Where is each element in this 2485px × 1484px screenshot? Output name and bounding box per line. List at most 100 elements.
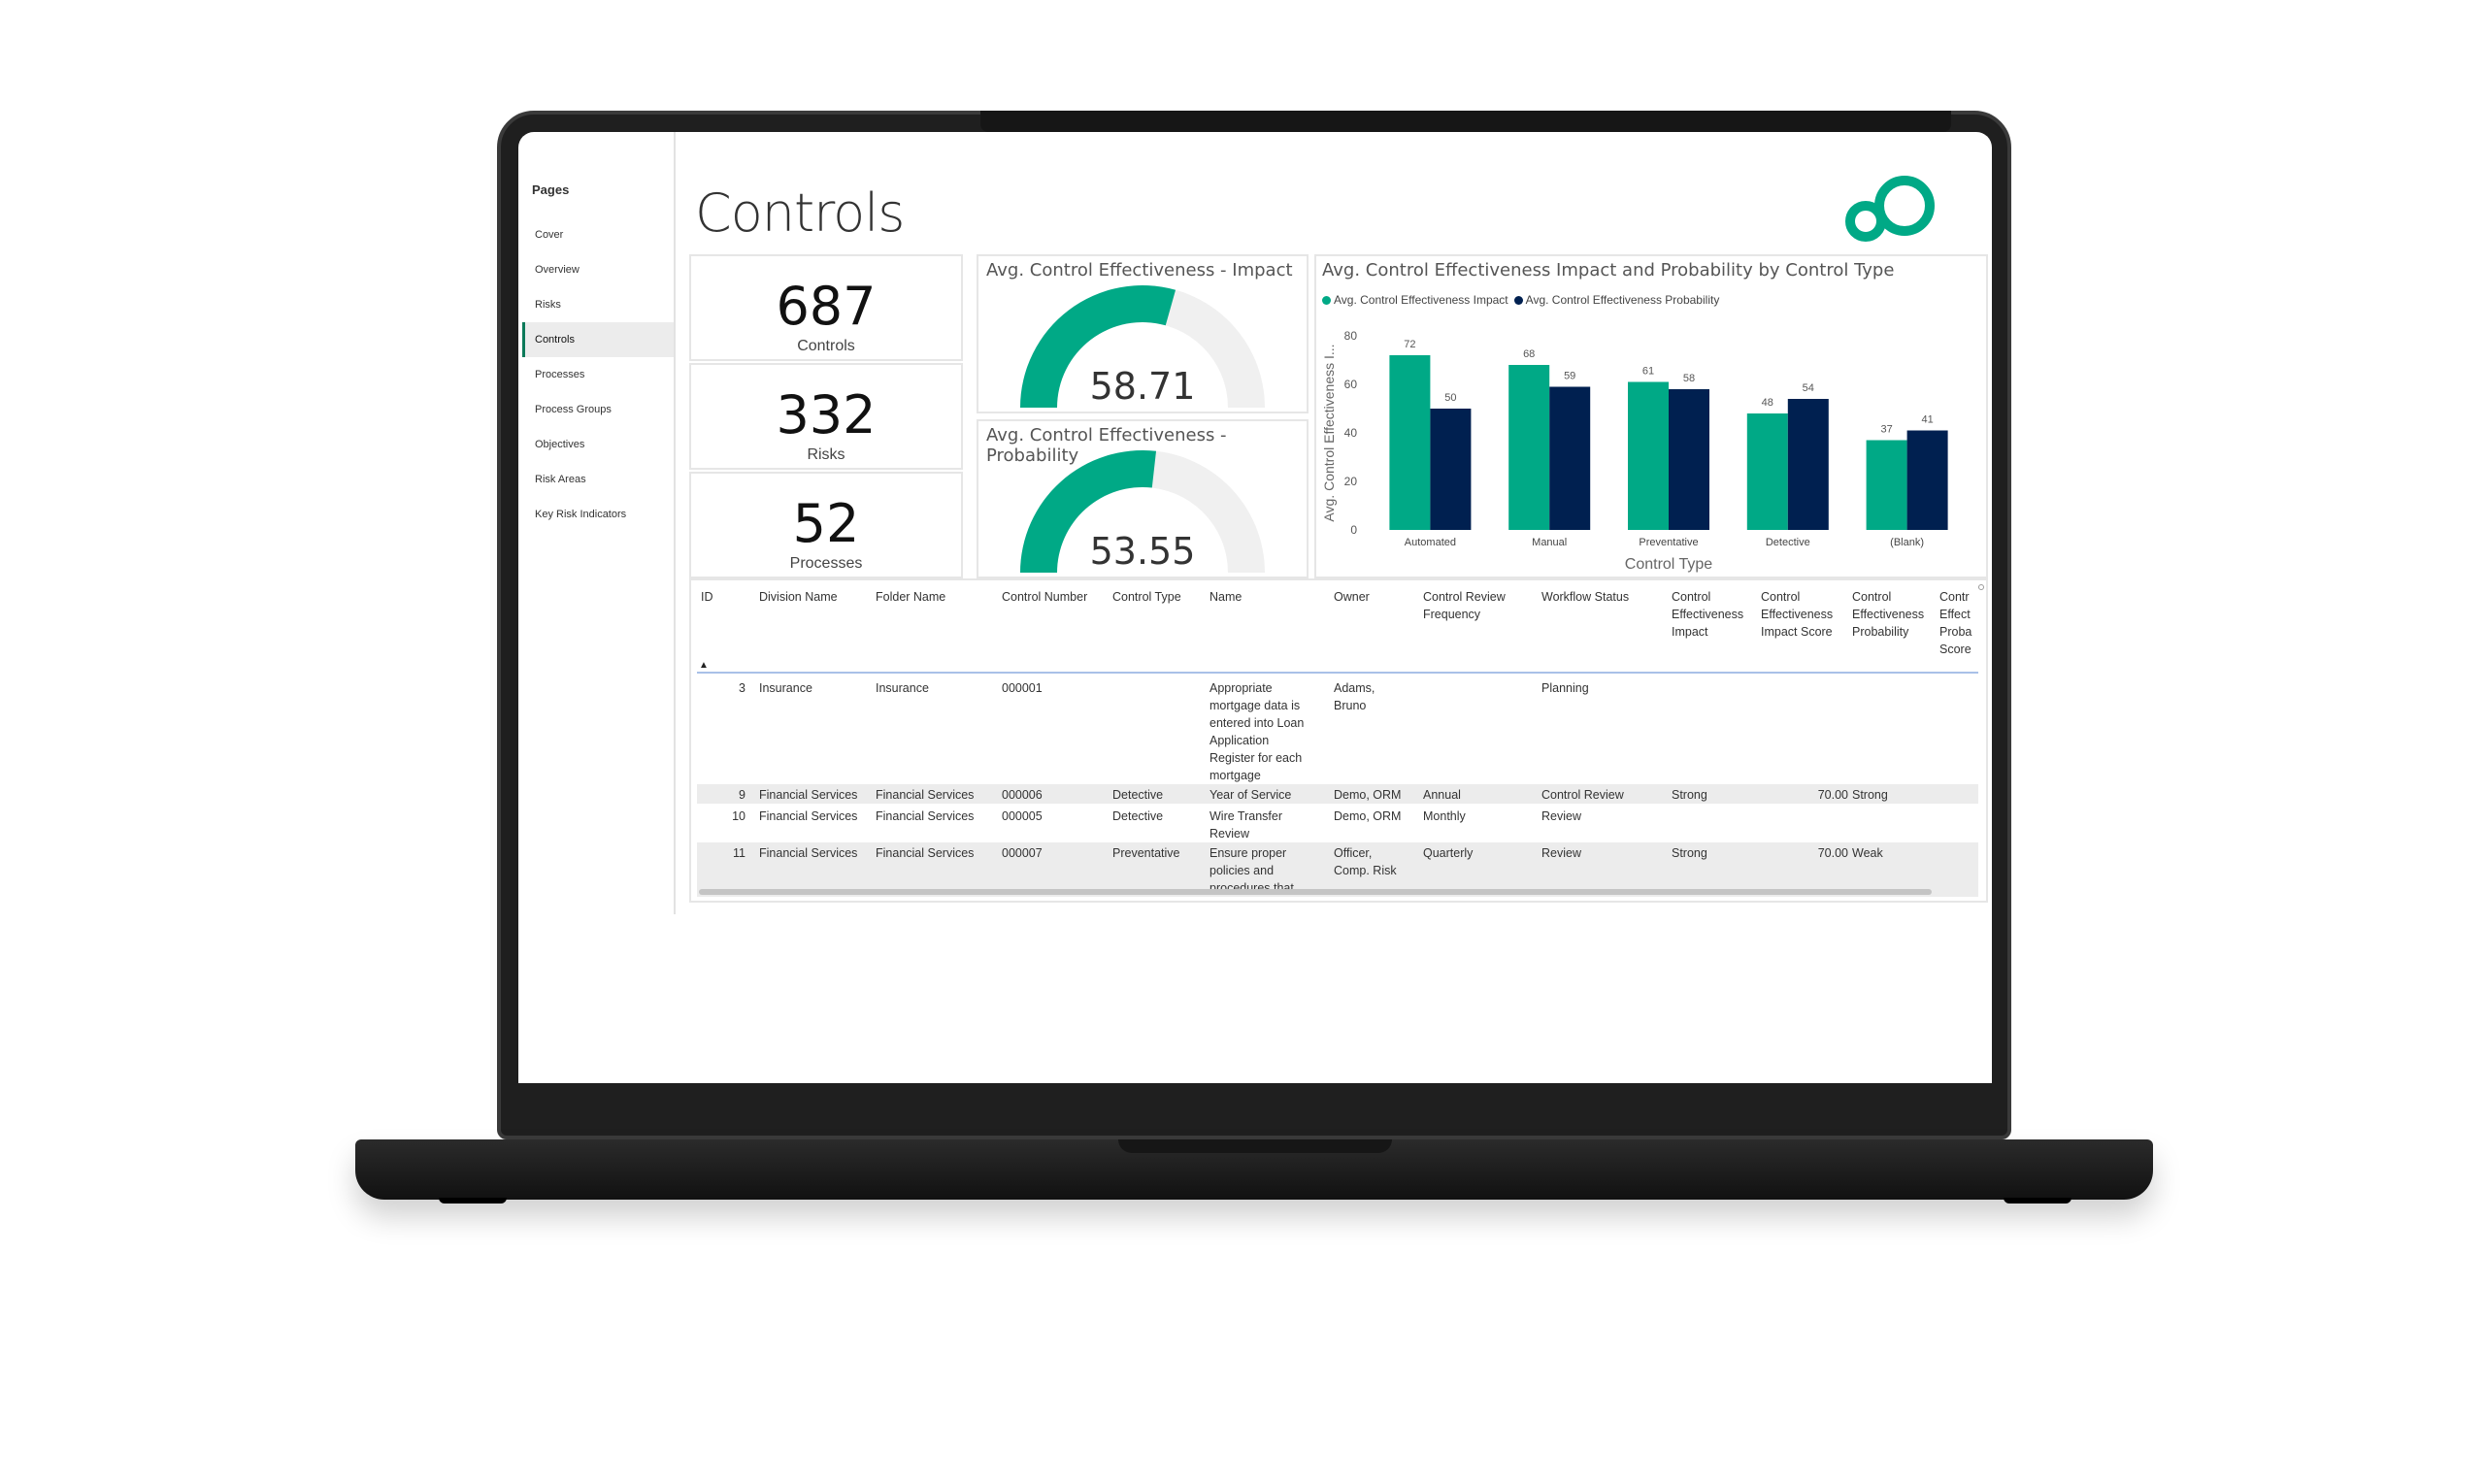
- column-header-line: Score: [1939, 643, 1971, 656]
- column-header[interactable]: Contr Effect Proba Score: [1939, 588, 1978, 658]
- nav-item-risks[interactable]: Risks: [535, 299, 561, 311]
- table-cell: Financial Services: [759, 786, 872, 804]
- column-header[interactable]: Control Effectiveness Impact Score: [1761, 588, 1848, 641]
- bar-manual-probability: [1549, 386, 1591, 530]
- bar-chart-card[interactable]: Avg. Control Effectiveness Impact and Pr…: [1314, 254, 1988, 578]
- column-header[interactable]: Folder Name: [876, 588, 998, 606]
- horizontal-scrollbar[interactable]: [699, 889, 1932, 895]
- cell-line: Financial Services: [876, 809, 975, 823]
- legend-item-impact[interactable]: Avg. Control Effectiveness Impact: [1322, 293, 1508, 307]
- column-header[interactable]: Control Review Frequency: [1423, 588, 1538, 623]
- table-cell: 10: [701, 808, 746, 825]
- report-screen: Pages Cover Overview Risks Controls Proc…: [518, 132, 1992, 1083]
- column-header[interactable]: Control Type: [1112, 588, 1206, 606]
- gauge-impact: [1020, 284, 1265, 408]
- column-header[interactable]: Control Effectiveness Probability: [1852, 588, 1936, 641]
- data-label: 37: [1880, 424, 1892, 436]
- table-cell: Financial Services: [759, 844, 872, 862]
- nav-item-processes[interactable]: Processes: [535, 369, 585, 380]
- cell-line: Control Review: [1541, 788, 1624, 802]
- table-row[interactable]: 3 Insurance Insurance 000001 Appropriate mort…: [697, 677, 1978, 782]
- cell-line: Detective: [1112, 788, 1164, 802]
- y-tick-label: 0: [1350, 523, 1357, 537]
- cell-line: 11: [733, 846, 746, 860]
- camera-bar: [980, 111, 1951, 132]
- table-cell: Financial Services: [759, 808, 872, 825]
- bar-blank-probability: [1906, 430, 1948, 530]
- table-cell: Appropriate mortgage data is entered into …: [1209, 679, 1330, 784]
- nav-item-controls[interactable]: Controls: [522, 322, 674, 357]
- cell-line: 70.00: [1817, 846, 1848, 860]
- gauge-value: 58.71: [1089, 365, 1196, 408]
- table-cell: Quarterly: [1423, 844, 1538, 862]
- x-tick-label: Manual: [1532, 537, 1567, 548]
- laptop-notch: [1118, 1139, 1392, 1153]
- cell-line: Weak: [1852, 846, 1883, 860]
- nav-item-risk-areas[interactable]: Risk Areas: [535, 474, 586, 485]
- table-cell: 70.00: [1761, 844, 1848, 862]
- sort-ascending-icon[interactable]: ▲: [699, 660, 709, 671]
- cell-line: Strong: [1672, 846, 1707, 860]
- legend-label: Avg. Control Effectiveness Probability: [1525, 293, 1720, 307]
- bar-automated-probability: [1430, 409, 1472, 530]
- table-row[interactable]: 10 Financial Services Financial Services 00…: [697, 806, 1978, 841]
- data-label: 61: [1642, 366, 1654, 378]
- column-header-line: Frequency: [1423, 608, 1481, 621]
- bar-preventative-probability: [1669, 389, 1709, 530]
- column-header[interactable]: Division Name: [759, 588, 872, 606]
- column-header[interactable]: Workflow Status: [1541, 588, 1668, 606]
- table-cell: Review: [1541, 808, 1668, 825]
- page-title: Controls: [695, 182, 905, 244]
- gauge-card-probability[interactable]: Avg. Control Effectiveness - Probability…: [977, 419, 1309, 578]
- column-header[interactable]: ID: [701, 588, 746, 606]
- table-cell: Demo, ORM: [1334, 786, 1419, 804]
- nav-item-objectives[interactable]: Objectives: [535, 439, 585, 450]
- kpi-card-processes[interactable]: 52 Processes: [689, 472, 963, 578]
- cell-line: Insurance: [759, 681, 812, 695]
- cell-line: 000006: [1002, 788, 1043, 802]
- x-axis-title: Control Type: [1625, 556, 1713, 573]
- cell-line: Planning: [1541, 681, 1589, 695]
- nav-item-process-groups[interactable]: Process Groups: [535, 404, 612, 415]
- table-cell: Detective: [1112, 808, 1206, 825]
- column-header-line: Effectiveness: [1761, 608, 1834, 621]
- kpi-card-risks[interactable]: 332 Risks: [689, 363, 963, 470]
- controls-table[interactable]: ID Division Name Folder Name Control Number…: [689, 578, 1988, 903]
- more-options-icon[interactable]: [1978, 584, 1984, 590]
- table-cell: 000005: [1002, 808, 1109, 825]
- cell-line: Register for each: [1209, 751, 1303, 765]
- cell-line: Application: [1209, 734, 1270, 747]
- column-header[interactable]: Owner: [1334, 588, 1419, 606]
- infinity-loop-logo-icon: [1845, 176, 1935, 242]
- cell-line: Financial Services: [876, 788, 975, 802]
- cell-line: Preventative: [1112, 846, 1180, 860]
- table-row[interactable]: 9 Financial Services Financial Services 000…: [697, 784, 1978, 804]
- column-header[interactable]: Control Number: [1002, 588, 1109, 606]
- table-cell: Planning: [1541, 679, 1668, 697]
- column-header-line: Control: [1852, 590, 1892, 604]
- cell-line: Detective: [1112, 809, 1164, 823]
- pages-title: Pages: [532, 182, 570, 197]
- column-header-line: Workflow Status: [1541, 590, 1630, 604]
- nav-item-overview[interactable]: Overview: [535, 264, 580, 276]
- cell-line: Financial Services: [876, 846, 975, 860]
- column-header[interactable]: Control Effectiveness Impact: [1672, 588, 1757, 641]
- table-cell: Financial Services: [876, 844, 998, 862]
- column-header[interactable]: Name: [1209, 588, 1330, 606]
- cell-line: Monthly: [1423, 809, 1466, 823]
- table-row[interactable]: 11 Financial Services Financial Services 00…: [697, 842, 1978, 897]
- bar-chart-svg: 0 20 40 60 80 Avg. Control Effectiveness I...…: [1321, 329, 1948, 573]
- table-cell: 000006: [1002, 786, 1109, 804]
- cell-line: 10: [732, 809, 746, 823]
- kpi-label: Risks: [807, 446, 845, 463]
- nav-item-cover[interactable]: Cover: [535, 229, 564, 241]
- gauge-title: Avg. Control Effectiveness - Impact: [986, 260, 1293, 280]
- kpi-label: Processes: [789, 555, 863, 572]
- nav-item-key-risk-indicators[interactable]: Key Risk Indicators: [535, 509, 627, 520]
- cell-line: Adams,: [1334, 681, 1375, 695]
- legend-item-probability[interactable]: Avg. Control Effectiveness Probability: [1513, 293, 1720, 307]
- gauge-card-impact[interactable]: Avg. Control Effectiveness - Impact 58.7…: [977, 254, 1309, 413]
- kpi-value: 687: [776, 276, 877, 337]
- kpi-card-controls[interactable]: 687 Controls: [689, 254, 963, 361]
- table-cell: Strong: [1672, 786, 1757, 804]
